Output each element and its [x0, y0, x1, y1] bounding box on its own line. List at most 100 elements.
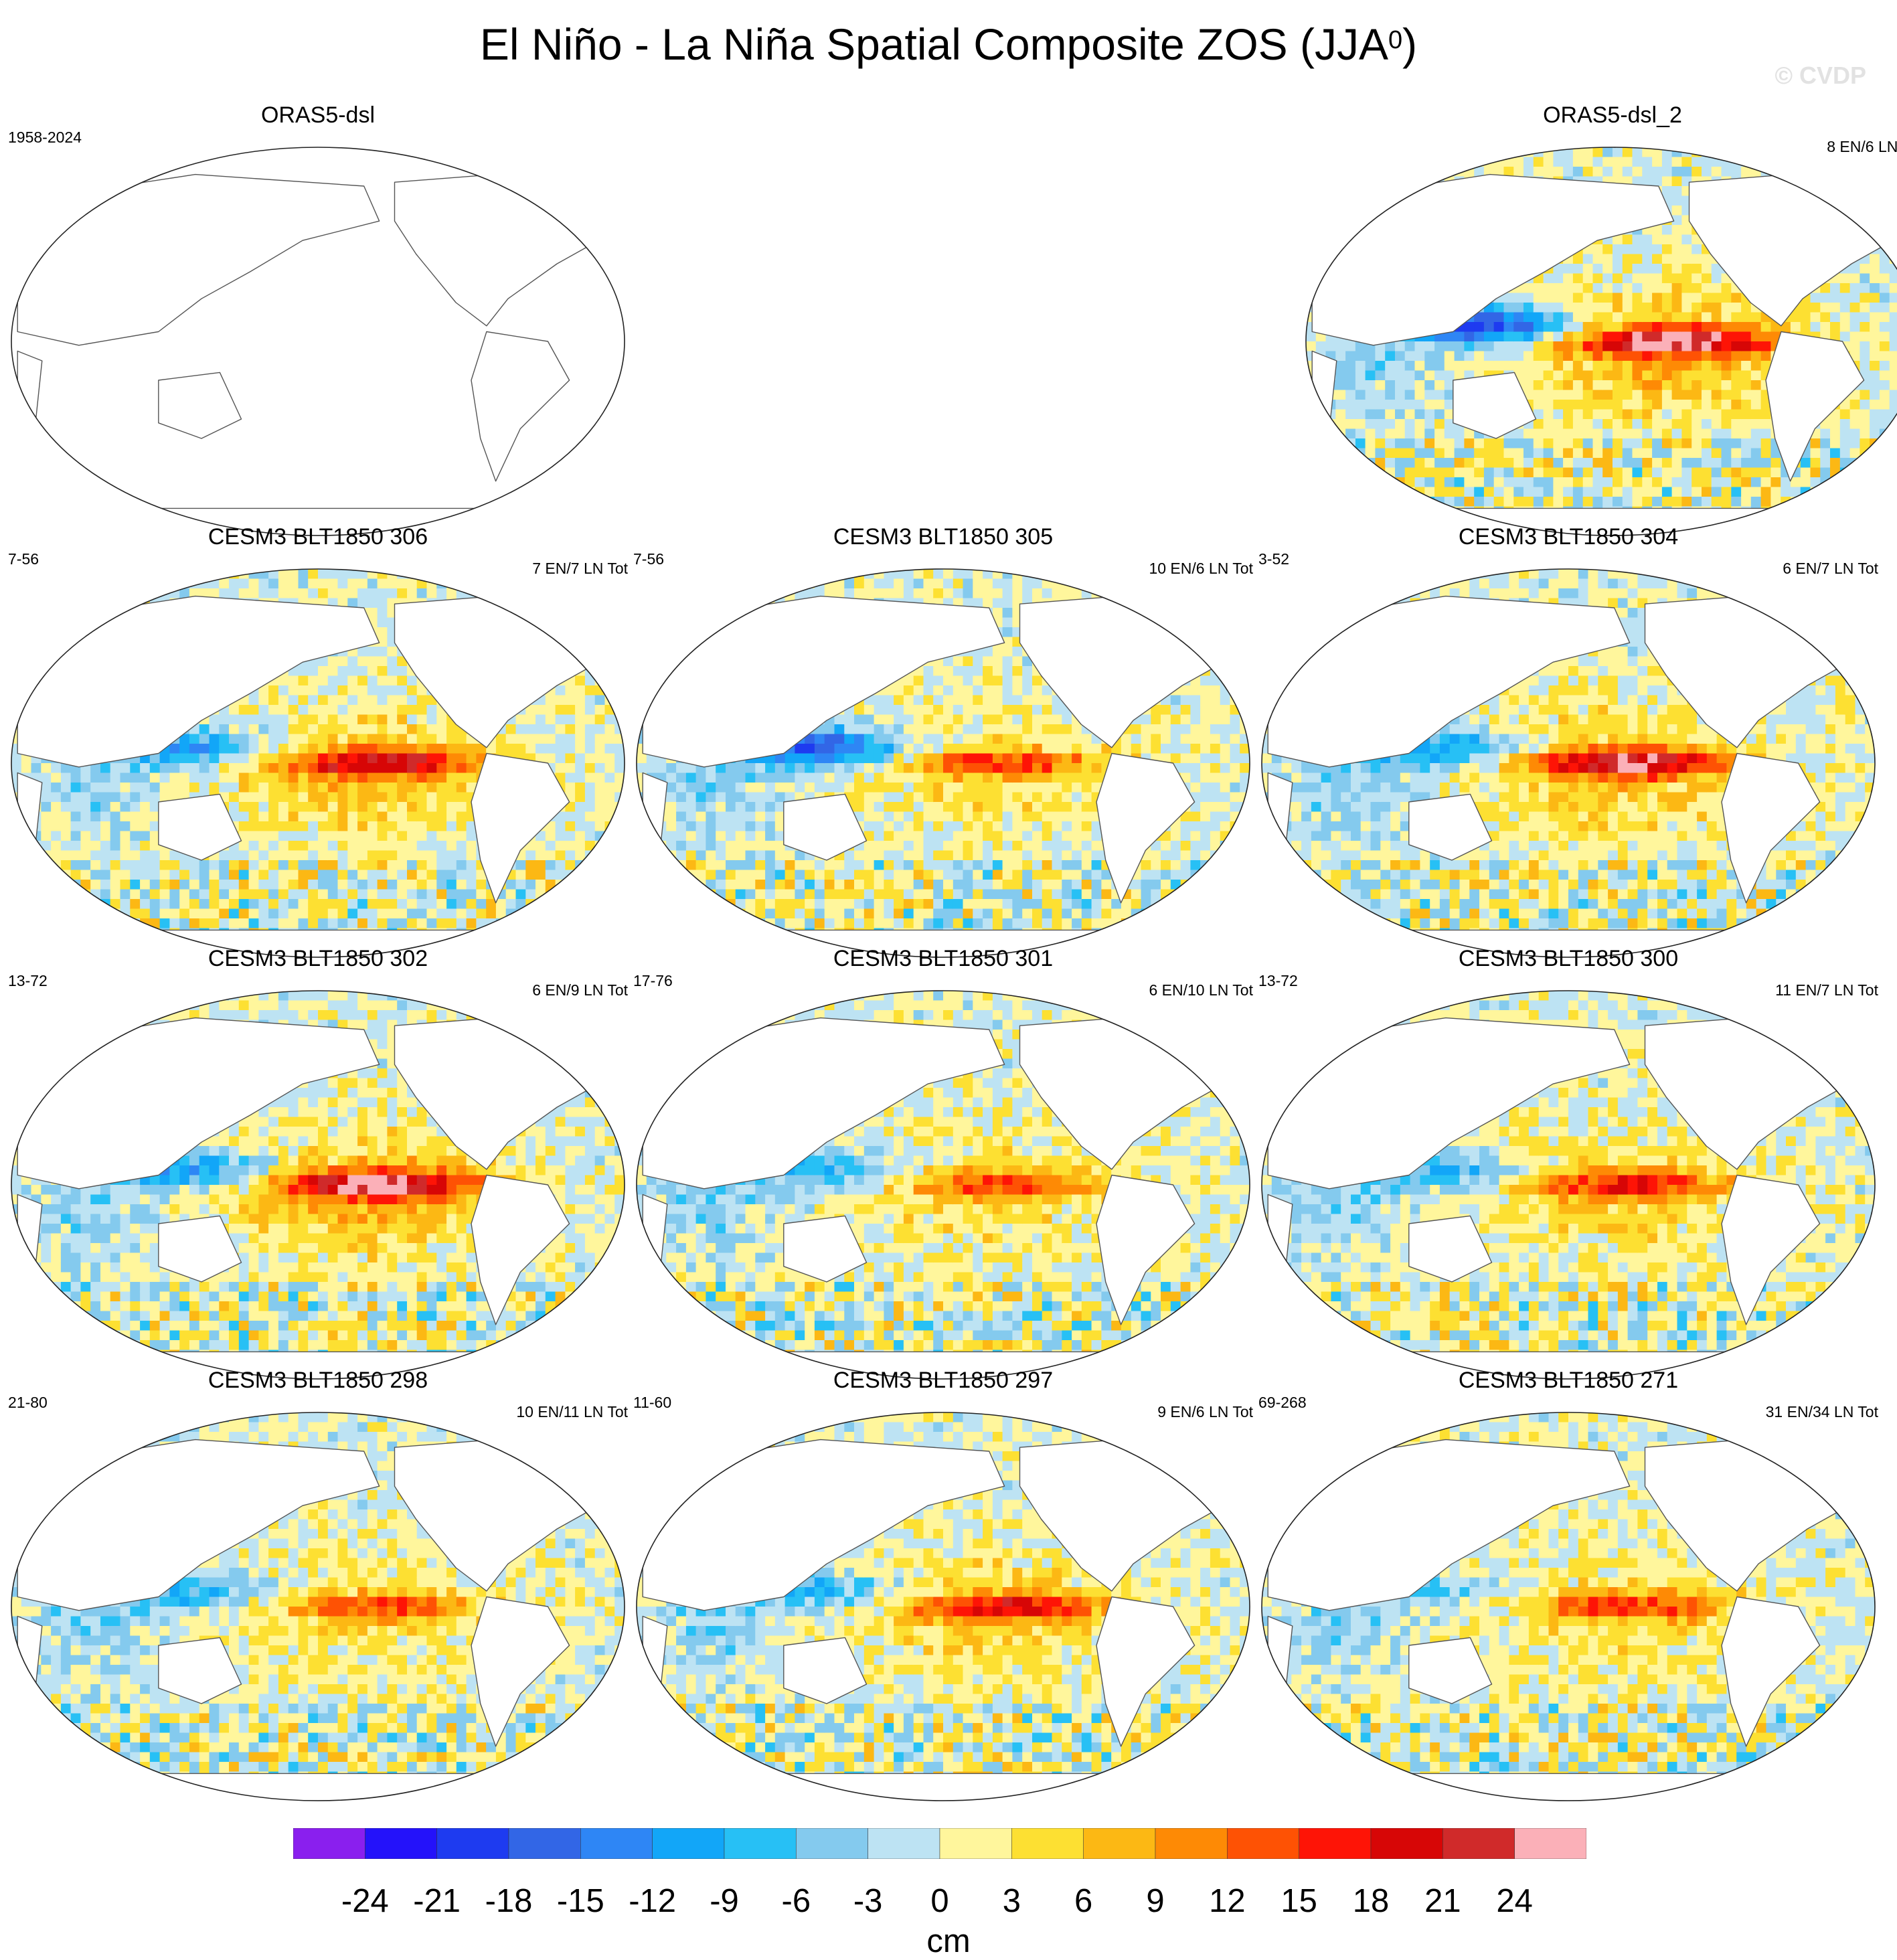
field-cell [1583, 293, 1593, 303]
field-cell [239, 841, 249, 851]
field-cell [1366, 419, 1376, 429]
field-cell [219, 880, 229, 890]
field-cell [1770, 477, 1781, 487]
field-cell [160, 754, 170, 764]
field-cell [1820, 468, 1830, 478]
field-cell [1692, 293, 1702, 303]
field-cell [585, 831, 595, 841]
field-cell [1722, 371, 1732, 381]
field-cell [516, 569, 526, 579]
field-cell [1613, 147, 1623, 157]
field-cell [328, 841, 338, 851]
field-cell [1652, 351, 1662, 361]
field-cell [476, 890, 486, 900]
field-cell [457, 909, 467, 919]
field-cell [1623, 400, 1633, 410]
field-cell [446, 744, 457, 754]
field-cell [1652, 438, 1662, 448]
field-cell [11, 918, 21, 928]
field-cell [1593, 468, 1603, 478]
field-cell [1602, 380, 1613, 390]
field-cell [140, 860, 150, 870]
field-cell [1513, 341, 1523, 351]
field-cell [1366, 468, 1376, 478]
field-cell [1563, 448, 1573, 459]
field-cell [1830, 313, 1840, 323]
field-cell [1860, 410, 1870, 420]
field-cell [1553, 157, 1563, 167]
field-cell [328, 899, 338, 909]
field-cell [299, 918, 309, 928]
field-cell [219, 909, 229, 919]
field-cell [1712, 410, 1722, 420]
field-cell [1405, 438, 1415, 448]
field-cell [1781, 147, 1791, 157]
field-cell [516, 880, 526, 890]
field-cell [467, 890, 477, 900]
field-cell [249, 802, 259, 812]
field-cell [387, 793, 397, 803]
field-cell [457, 802, 467, 812]
north-america-land [395, 167, 610, 326]
field-cell [556, 754, 566, 764]
field-cell [1751, 487, 1761, 497]
field-cell [80, 821, 90, 831]
field-cell [506, 734, 516, 744]
field-cell [11, 588, 21, 598]
field-cell [525, 890, 535, 900]
field-cell [288, 918, 299, 928]
field-cell [1681, 380, 1692, 390]
field-cell [1672, 429, 1682, 439]
field-cell [1593, 254, 1603, 264]
field-cell [347, 734, 357, 744]
field-cell [1712, 332, 1722, 342]
field-cell [1375, 351, 1385, 361]
field-cell [21, 909, 31, 919]
field-cell [1504, 468, 1514, 478]
field-cell [1681, 274, 1692, 284]
field-cell [347, 754, 357, 764]
field-cell [229, 734, 239, 744]
field-cell [427, 715, 437, 725]
field-cell [1504, 497, 1514, 507]
field-cell [1523, 351, 1534, 361]
field-cell [407, 773, 417, 783]
field-cell [1415, 468, 1425, 478]
field-cell [1455, 351, 1465, 361]
field-cell [397, 783, 407, 793]
field-cell [100, 870, 110, 880]
field-cell [189, 734, 199, 744]
field-cell [1583, 477, 1593, 487]
field-cell [575, 598, 585, 608]
field-cell [100, 841, 110, 851]
field-cell [506, 899, 516, 909]
field-cell [1573, 410, 1583, 420]
field-cell [11, 627, 21, 637]
field-cell [1583, 438, 1593, 448]
field-cell [595, 696, 605, 706]
field-cell [1642, 293, 1652, 303]
field-cell [308, 744, 318, 754]
field-cell [1633, 497, 1643, 507]
field-cell [1434, 487, 1445, 497]
field-cell [417, 918, 427, 928]
field-cell [1602, 313, 1613, 323]
field-cell [308, 841, 318, 851]
field-cell [1445, 361, 1455, 371]
field-cell [120, 588, 131, 598]
field-cell [585, 841, 595, 851]
field-cell [1455, 497, 1465, 507]
field-cell [31, 841, 42, 851]
field-cell [278, 588, 288, 598]
field-cell [150, 928, 160, 938]
field-cell [299, 763, 309, 773]
field-cell [100, 569, 110, 579]
field-cell [1722, 322, 1732, 332]
field-cell [397, 744, 407, 754]
field-cell [446, 831, 457, 841]
field-cell [565, 831, 575, 841]
field-cell [378, 666, 388, 676]
field-cell [130, 802, 140, 812]
field-cell [575, 821, 585, 831]
field-cell [328, 870, 338, 880]
